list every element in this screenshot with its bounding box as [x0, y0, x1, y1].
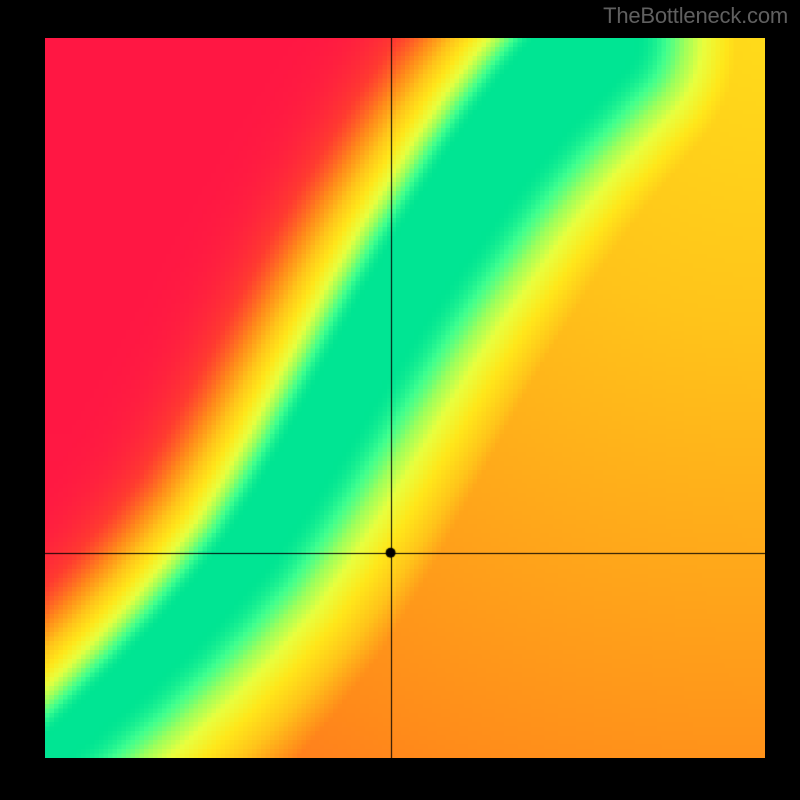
crosshair-overlay [45, 38, 765, 758]
watermark-text: TheBottleneck.com [603, 3, 788, 29]
chart-container: TheBottleneck.com [0, 0, 800, 800]
